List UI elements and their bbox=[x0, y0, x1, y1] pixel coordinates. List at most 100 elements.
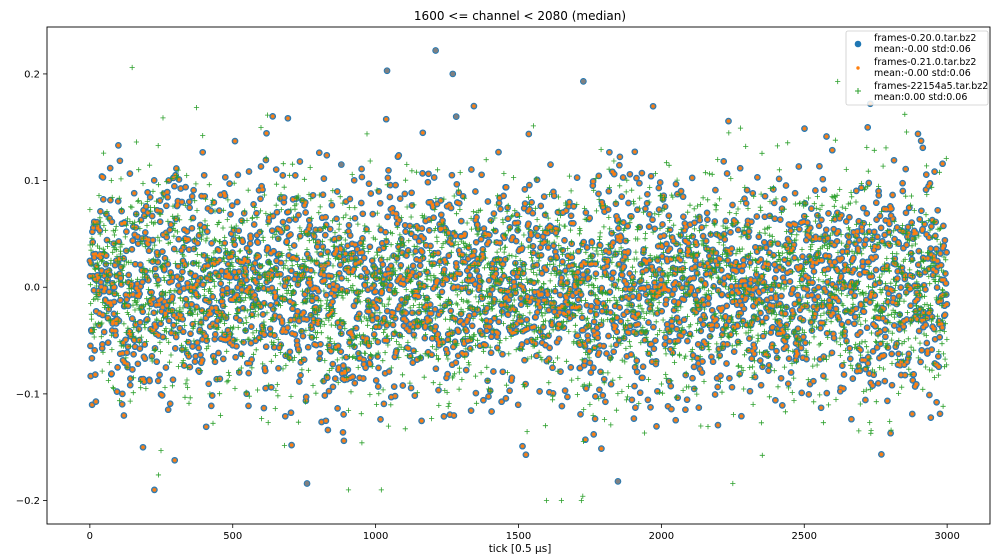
data-point bbox=[361, 376, 365, 381]
data-point bbox=[196, 294, 200, 298]
data-point bbox=[99, 280, 103, 284]
data-point bbox=[444, 376, 449, 380]
data-point bbox=[597, 388, 602, 392]
data-point bbox=[316, 289, 321, 293]
outlier-point bbox=[432, 47, 439, 54]
data-point bbox=[188, 206, 192, 210]
data-point bbox=[449, 309, 453, 313]
data-point bbox=[520, 444, 525, 448]
data-point bbox=[619, 319, 623, 323]
data-point bbox=[574, 291, 578, 295]
data-point bbox=[532, 281, 536, 285]
data-point bbox=[490, 409, 494, 414]
data-point bbox=[596, 301, 600, 305]
data-point bbox=[98, 252, 102, 256]
data-point bbox=[563, 269, 568, 273]
data-point bbox=[418, 258, 422, 262]
data-point bbox=[437, 340, 441, 344]
data-point bbox=[531, 211, 535, 215]
data-point bbox=[450, 363, 454, 367]
data-point bbox=[119, 276, 123, 280]
data-point bbox=[627, 297, 631, 301]
data-point bbox=[364, 366, 368, 370]
data-point bbox=[307, 227, 311, 231]
data-point bbox=[236, 285, 240, 290]
data-point bbox=[622, 265, 626, 269]
data-point bbox=[655, 294, 659, 299]
data-point bbox=[358, 356, 362, 360]
data-point bbox=[469, 409, 473, 413]
data-point bbox=[106, 341, 110, 345]
data-point bbox=[404, 230, 408, 234]
data-point bbox=[585, 303, 589, 307]
data-point bbox=[363, 283, 367, 288]
data-point bbox=[341, 364, 345, 368]
data-point bbox=[353, 216, 357, 220]
data-point bbox=[460, 234, 464, 238]
data-point bbox=[221, 357, 225, 361]
data-point bbox=[161, 305, 165, 309]
data-point bbox=[621, 175, 625, 180]
data-point bbox=[230, 254, 234, 258]
data-point bbox=[628, 271, 632, 276]
data-point bbox=[351, 375, 355, 379]
data-point bbox=[305, 317, 309, 322]
data-point bbox=[237, 229, 241, 233]
data-point bbox=[429, 311, 433, 316]
data-point bbox=[335, 284, 339, 288]
data-point bbox=[473, 189, 477, 194]
data-point bbox=[650, 218, 655, 222]
data-point bbox=[635, 208, 640, 212]
data-point bbox=[578, 412, 583, 416]
data-point bbox=[508, 389, 512, 393]
data-point bbox=[133, 262, 137, 266]
data-point bbox=[180, 270, 184, 274]
data-point bbox=[175, 316, 179, 320]
data-point bbox=[506, 206, 510, 210]
data-point bbox=[269, 303, 273, 307]
data-point bbox=[234, 355, 238, 359]
data-point bbox=[235, 200, 239, 204]
data-point bbox=[452, 285, 456, 289]
data-point bbox=[583, 438, 588, 442]
data-point bbox=[401, 383, 405, 388]
data-point bbox=[150, 214, 154, 218]
data-point bbox=[181, 259, 185, 263]
data-point bbox=[160, 250, 164, 254]
data-point bbox=[459, 219, 463, 223]
data-point bbox=[182, 245, 186, 249]
data-point bbox=[521, 271, 526, 275]
data-point bbox=[489, 351, 493, 355]
data-point bbox=[353, 381, 357, 385]
data-point bbox=[540, 341, 544, 345]
data-point bbox=[636, 312, 641, 316]
data-point bbox=[238, 318, 242, 322]
data-point bbox=[620, 273, 624, 277]
data-point bbox=[186, 281, 190, 285]
data-point bbox=[181, 330, 185, 334]
data-point bbox=[436, 388, 441, 392]
data-point bbox=[434, 367, 438, 371]
data-point bbox=[255, 233, 259, 237]
data-point bbox=[391, 323, 395, 327]
data-point bbox=[433, 307, 437, 311]
data-point bbox=[454, 261, 458, 265]
data-point bbox=[202, 253, 206, 257]
data-point bbox=[558, 293, 562, 297]
data-point bbox=[488, 319, 493, 323]
data-point bbox=[478, 344, 482, 348]
data-point bbox=[601, 393, 605, 397]
data-point bbox=[556, 227, 560, 232]
data-point bbox=[468, 265, 472, 269]
data-point bbox=[143, 342, 147, 347]
data-point bbox=[314, 343, 318, 347]
data-point bbox=[590, 241, 594, 245]
data-point bbox=[350, 242, 354, 246]
data-point bbox=[405, 327, 409, 331]
data-point bbox=[209, 404, 213, 408]
data-point bbox=[523, 187, 527, 191]
data-point bbox=[286, 116, 290, 120]
data-point bbox=[233, 139, 237, 143]
data-point bbox=[380, 241, 384, 245]
data-point bbox=[125, 297, 129, 302]
